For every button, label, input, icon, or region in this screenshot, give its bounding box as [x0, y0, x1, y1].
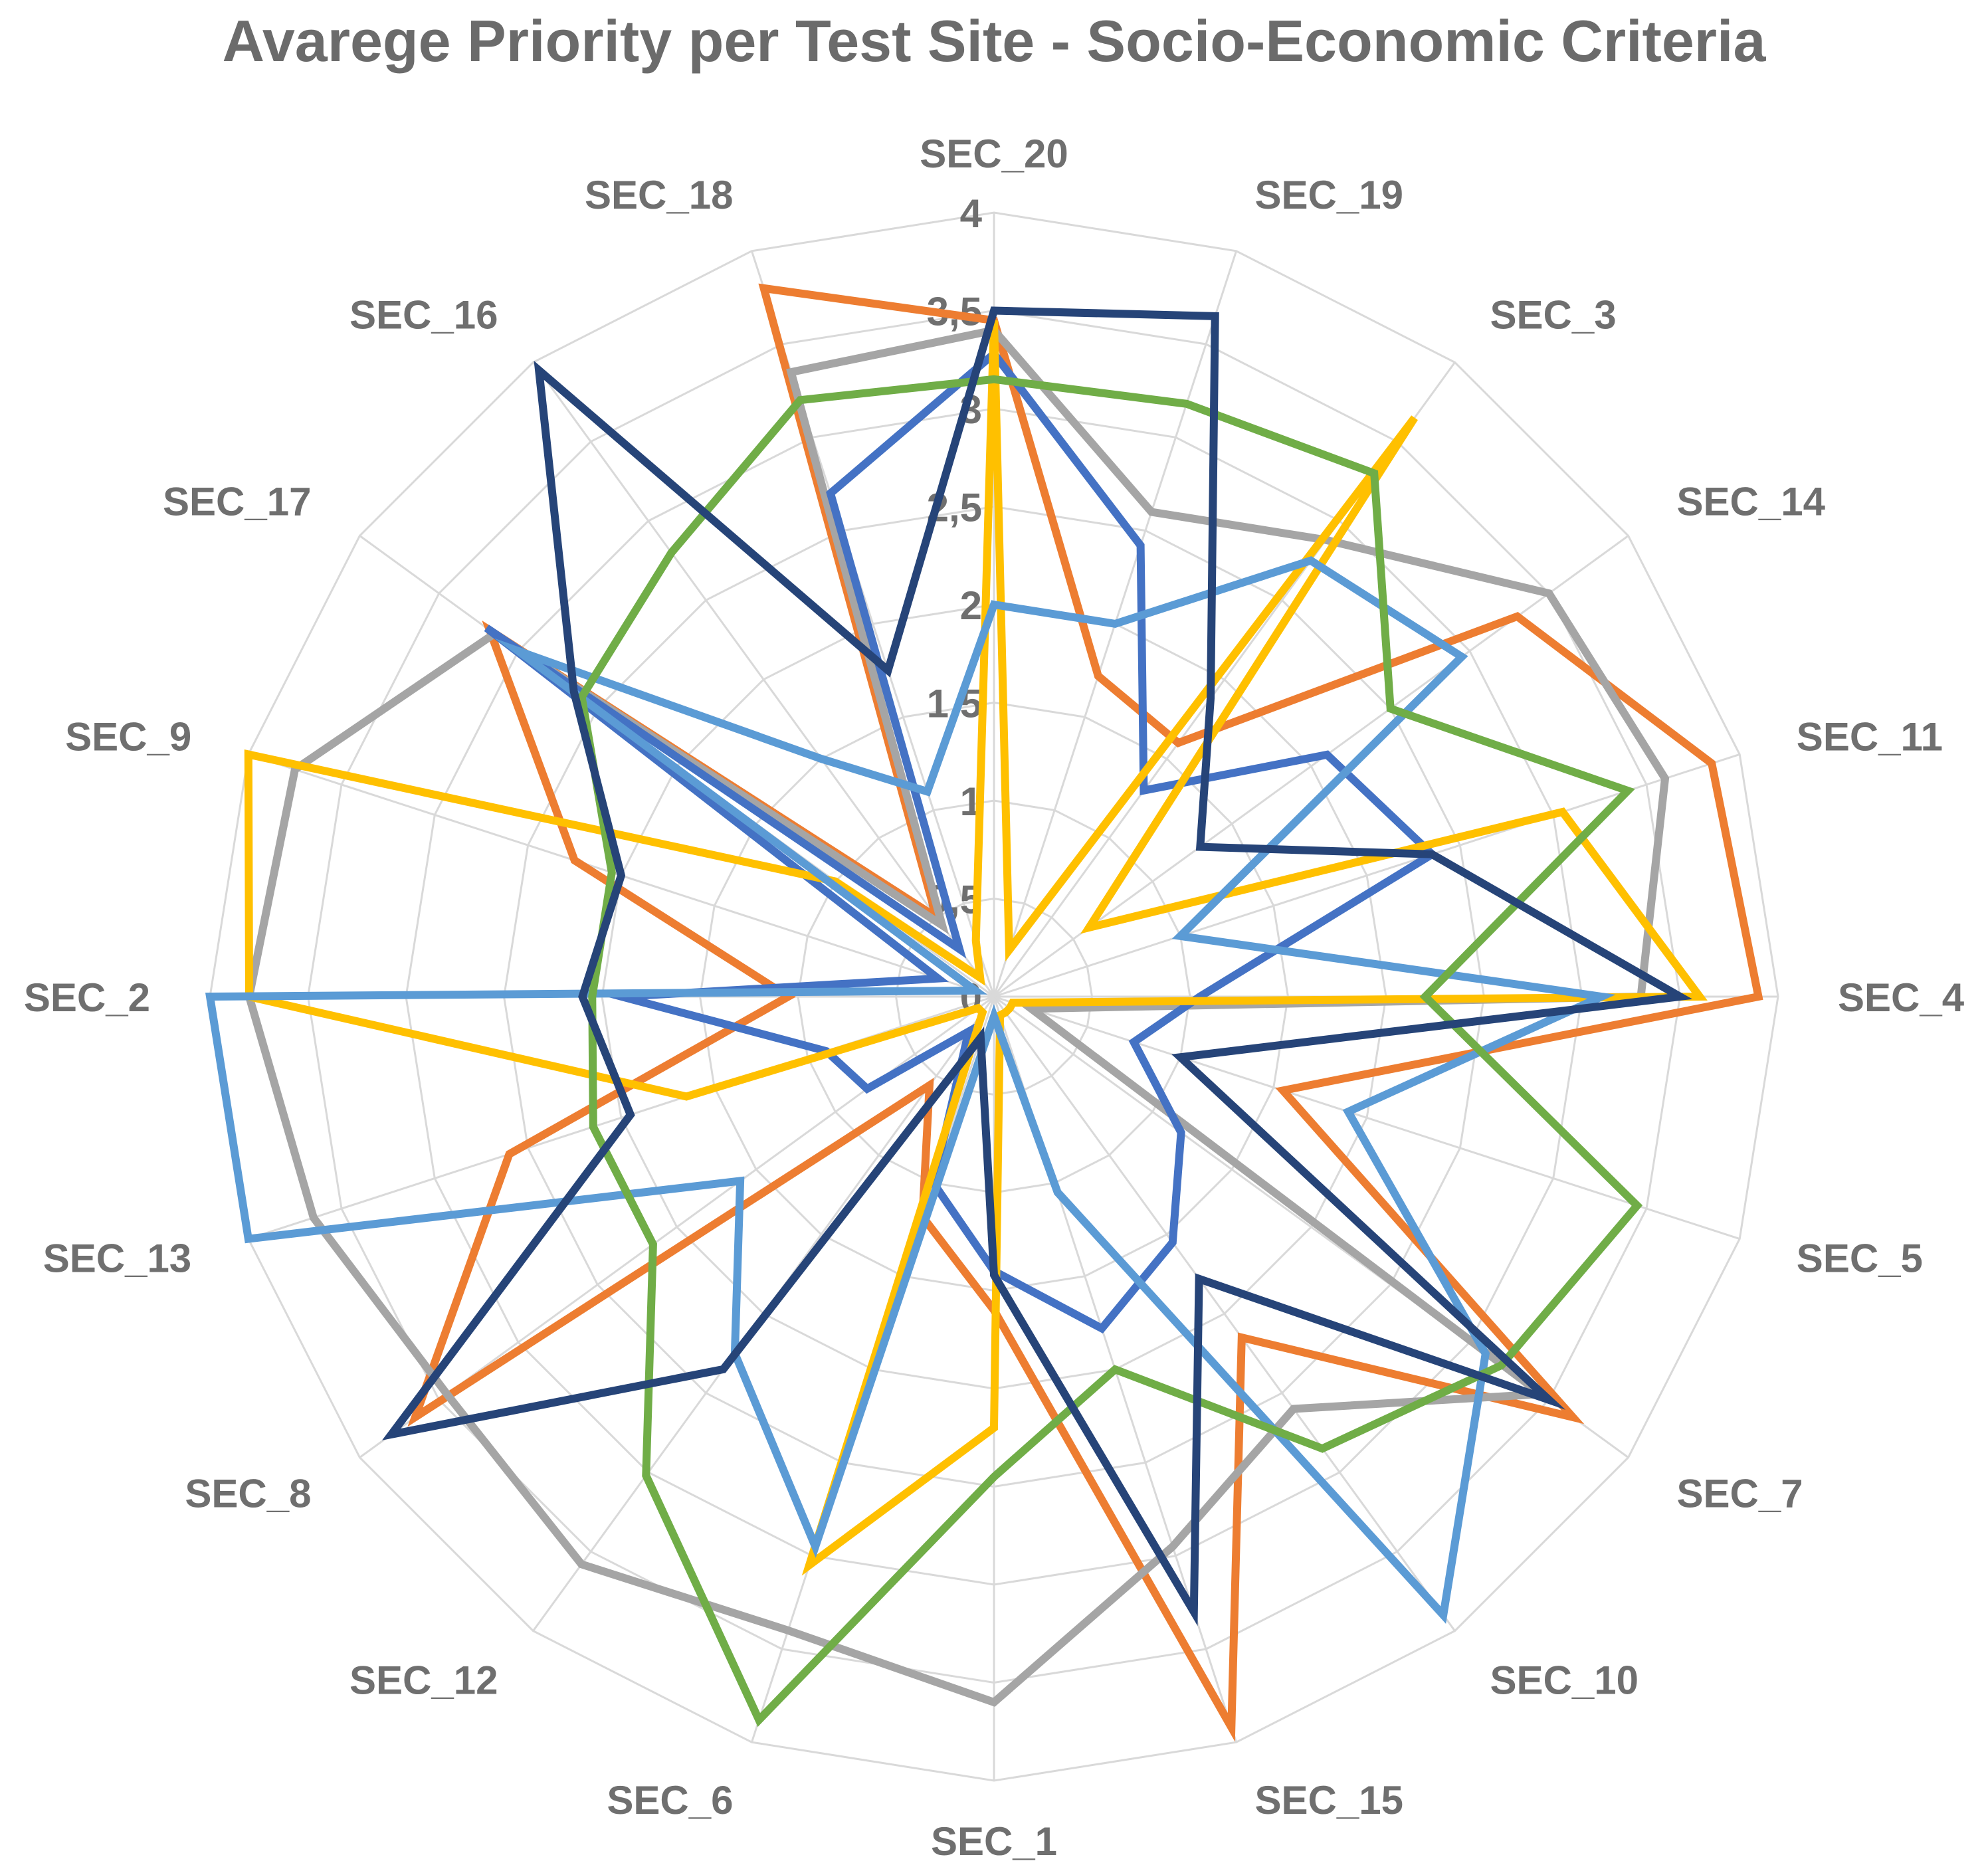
category-label: SEC_17 — [163, 480, 311, 524]
series-line — [245, 326, 1670, 1707]
category-label: SEC_20 — [920, 132, 1068, 176]
category-label: SEC_3 — [1490, 293, 1617, 338]
category-labels: SEC_20SEC_19SEC_3SEC_14SEC_11SEC_4SEC_5S… — [24, 132, 1965, 1864]
series-line — [205, 556, 1616, 1624]
category-label: SEC_15 — [1255, 1778, 1403, 1822]
grid-spoke — [993, 535, 1629, 998]
series-layer — [205, 283, 1763, 1742]
grid-spoke — [993, 753, 1740, 998]
category-label: SEC_10 — [1490, 1658, 1639, 1703]
category-label: SEC_2 — [24, 975, 150, 1020]
category-label: SEC_7 — [1677, 1472, 1803, 1516]
category-label: SEC_18 — [585, 173, 733, 217]
grid-spoke — [993, 996, 1456, 1632]
category-label: SEC_14 — [1677, 480, 1826, 524]
grid-spoke — [993, 995, 1740, 1240]
category-label: SEC_13 — [43, 1236, 191, 1281]
category-label: SEC_1 — [931, 1819, 1057, 1864]
category-label: SEC_5 — [1797, 1236, 1923, 1281]
series-line — [381, 306, 1693, 1626]
category-label: SEC_12 — [349, 1658, 498, 1703]
category-label: SEC_4 — [1838, 975, 1965, 1020]
category-label: SEC_16 — [349, 293, 498, 338]
grid-spoke — [532, 361, 995, 997]
tick-label: 2 — [960, 583, 982, 628]
series-line — [244, 320, 1708, 1576]
tick-label: 4 — [960, 191, 983, 236]
category-label: SEC_19 — [1255, 173, 1403, 217]
category-label: SEC_9 — [65, 715, 191, 759]
category-label: SEC_8 — [185, 1472, 311, 1516]
chart-title: Avarege Priority per Test Site - Socio-E… — [223, 8, 1767, 74]
category-label: SEC_6 — [607, 1778, 733, 1822]
category-label: SEC_11 — [1797, 715, 1943, 759]
